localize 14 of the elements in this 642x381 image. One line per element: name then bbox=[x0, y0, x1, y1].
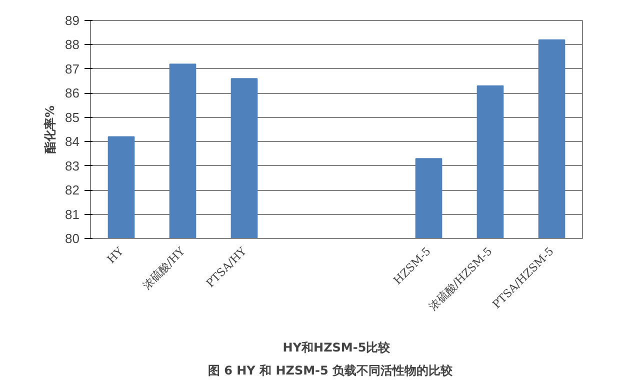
x-axis-title: HY和HZSM-5比较 bbox=[282, 340, 392, 355]
y-tick-label: 87 bbox=[65, 61, 80, 76]
y-tick-label: 80 bbox=[65, 231, 80, 246]
y-tick-label: 84 bbox=[65, 134, 80, 150]
y-tick-label: 82 bbox=[65, 182, 80, 198]
y-tick-label: 83 bbox=[65, 158, 80, 174]
y-tick-label: 86 bbox=[65, 86, 80, 101]
x-tick-label: HY bbox=[104, 244, 126, 266]
caption: 图 6 HY 和 HZSM-5 负载不同活性物的比较 bbox=[208, 364, 454, 378]
y-tick-label: 81 bbox=[65, 206, 80, 222]
y-tick-label: 85 bbox=[65, 110, 80, 125]
y-tick-label: 89 bbox=[65, 13, 80, 28]
y-axis-title: 酯化率% bbox=[43, 105, 58, 154]
y-tick-label: 88 bbox=[65, 37, 80, 52]
